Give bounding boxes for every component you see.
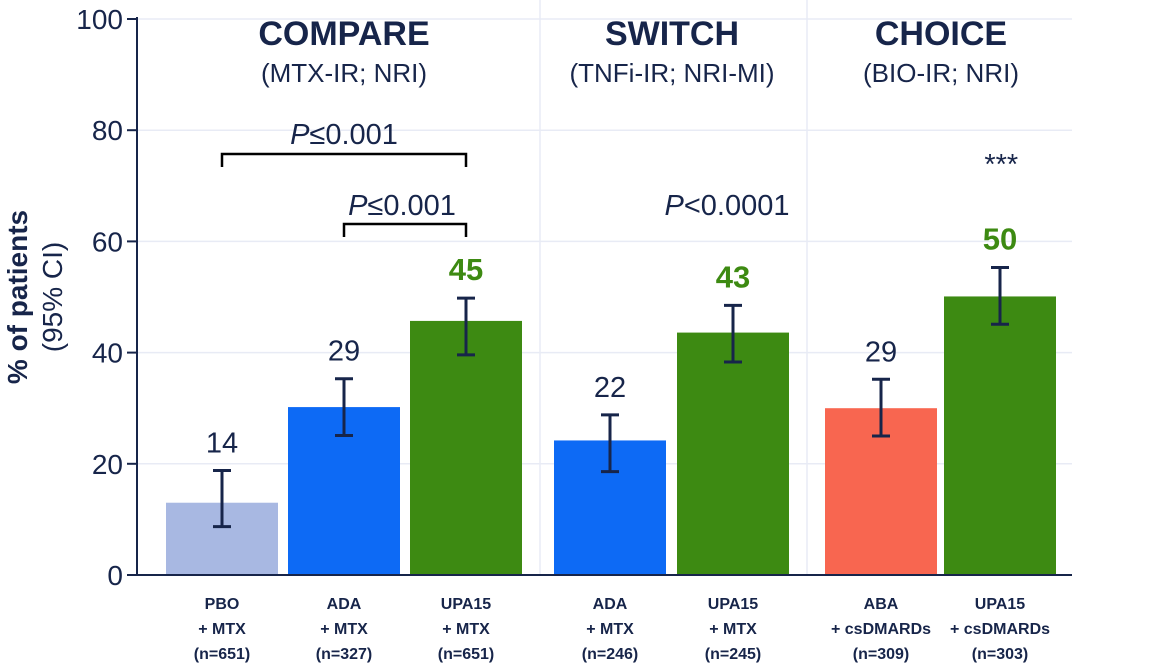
bar <box>410 320 522 575</box>
data-label: 29 <box>865 336 897 368</box>
group-title: COMPARE <box>258 15 429 53</box>
data-label: 43 <box>716 259 750 294</box>
x-category-label: + MTX <box>198 621 246 638</box>
y-axis-title: % of patients (95% CI) <box>2 210 68 384</box>
data-label: 29 <box>328 336 360 368</box>
group-subtitle: (TNFi-IR; NRI-MI) <box>569 58 774 88</box>
group-subtitle: (BIO-IR; NRI) <box>863 58 1019 88</box>
bar <box>677 332 789 575</box>
data-label: 45 <box>449 252 483 287</box>
x-category-label: (n=327) <box>316 646 372 663</box>
y-tick-label: 20 <box>92 449 123 480</box>
x-category-label: (n=309) <box>853 646 909 663</box>
data-label: 50 <box>983 222 1017 257</box>
x-category-label: UPA15 <box>441 596 491 613</box>
x-category-label: PBO <box>205 596 240 613</box>
group-title: SWITCH <box>605 15 739 53</box>
data-label: 22 <box>594 372 626 404</box>
y-tick-label: 0 <box>107 560 123 591</box>
x-category-label: + MTX <box>586 621 634 638</box>
x-category-label: + MTX <box>709 621 757 638</box>
significance-bracket <box>220 152 468 167</box>
x-category-label: (n=303) <box>972 646 1028 663</box>
y-axis-label: % of patients <box>2 210 33 384</box>
p-value-compare-2: P≤0.001 <box>348 190 456 222</box>
x-category-label: + csDMARDs <box>950 621 1050 638</box>
group-separators <box>539 0 808 575</box>
group-titles: COMPARE (MTX-IR; NRI) SWITCH (TNFi-IR; NRI-… <box>258 15 1019 88</box>
p-value-compare-2-value: ≤0.001 <box>367 190 456 222</box>
y-tick-label: 100 <box>76 4 123 35</box>
x-category-label: + MTX <box>320 621 368 638</box>
x-category-label: (n=245) <box>705 646 761 663</box>
group-subtitle: (MTX-IR; NRI) <box>261 58 427 88</box>
x-category-label: (n=651) <box>438 646 494 663</box>
y-tick-label: 40 <box>92 338 123 369</box>
error-bars <box>213 266 1009 529</box>
x-category-label: UPA15 <box>708 596 758 613</box>
y-axis-sublabel: (95% CI) <box>37 242 68 352</box>
p-value-compare-1-italic: P <box>290 119 310 151</box>
bar <box>944 296 1056 575</box>
p-value-compare-2-italic: P <box>348 190 368 222</box>
x-category-label: + csDMARDs <box>831 621 931 638</box>
x-category-labels: PBO + MTX (n=651) ADA + MTX (n=327) UPA15 + MTX… <box>194 596 1050 663</box>
x-category-label: UPA15 <box>975 596 1025 613</box>
significance-bracket <box>342 222 468 237</box>
x-category-label: ADA <box>327 596 362 613</box>
x-category-label: (n=246) <box>582 646 638 663</box>
p-value-switch-value: <0.0001 <box>684 190 790 222</box>
p-value-compare-1-value: ≤0.001 <box>309 119 398 151</box>
x-category-label: + MTX <box>442 621 490 638</box>
significance-stars: *** <box>983 149 1019 181</box>
y-tick-label: 80 <box>92 115 123 146</box>
p-value-switch-italic: P <box>665 190 685 222</box>
x-category-label: ADA <box>593 596 628 613</box>
x-category-label: ABA <box>864 596 899 613</box>
p-value-compare-1: P≤0.001 <box>290 119 398 151</box>
y-axis: 0 20 40 60 80 100 <box>76 4 138 591</box>
group-title: CHOICE <box>875 15 1007 53</box>
data-labels: 14 29 45 22 43 29 50 <box>206 222 1017 460</box>
p-value-switch: P<0.0001 <box>665 190 790 222</box>
x-category-label: (n=651) <box>194 646 250 663</box>
y-tick-label: 60 <box>92 226 123 257</box>
data-label: 14 <box>206 427 238 459</box>
